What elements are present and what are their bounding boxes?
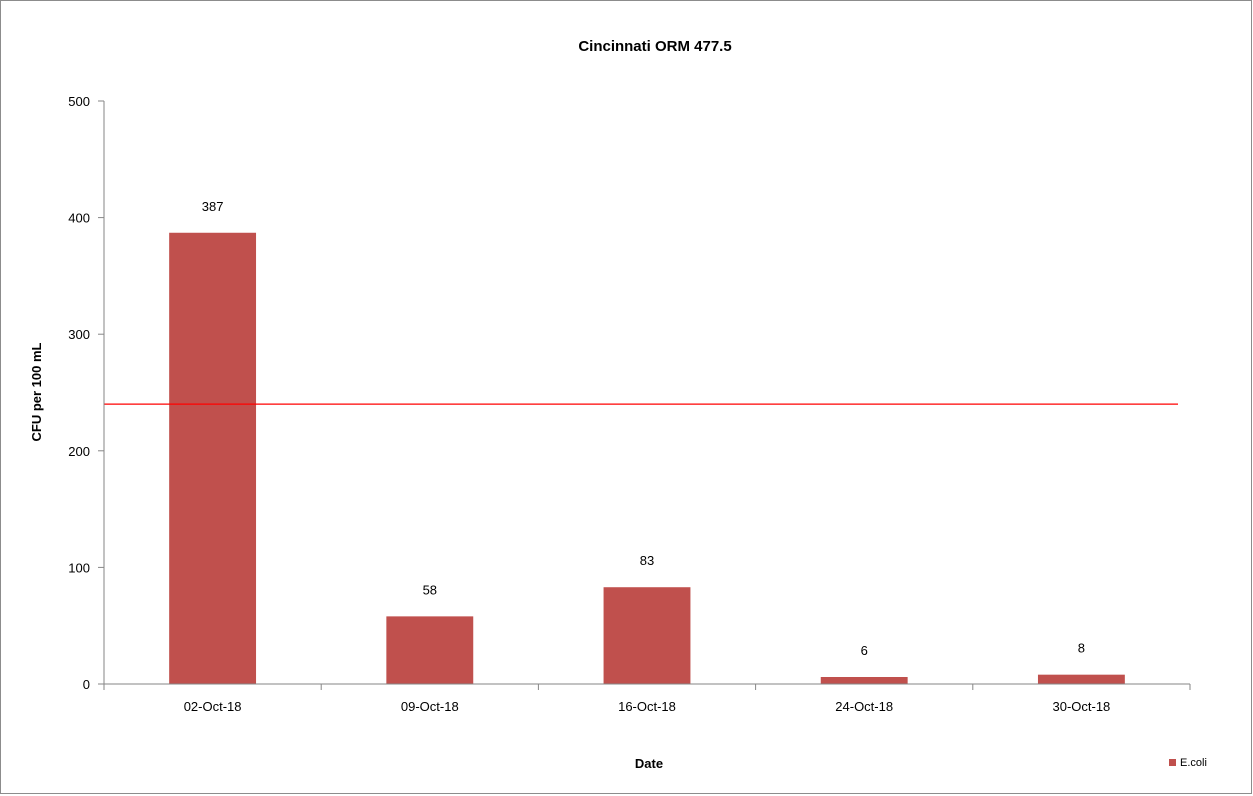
bar-02-Oct-18 [169, 232, 257, 684]
data-label-09-Oct-18: 58 [423, 582, 437, 597]
x-tick-label: 30-Oct-18 [1052, 699, 1110, 714]
legend-swatch-ecoli [1169, 759, 1176, 766]
x-tick-label: 02-Oct-18 [184, 699, 242, 714]
bar-30-Oct-18 [1037, 674, 1125, 684]
axes-layer: 0 100 200 300 400 500 02-Oct-18 09-Oct-18 16-Oct… [68, 94, 1191, 714]
y-tick-label: 400 [68, 211, 90, 226]
x-axis-title: Date [635, 756, 663, 771]
data-label-02-Oct-18: 387 [202, 199, 224, 214]
x-tick-label: 16-Oct-18 [618, 699, 676, 714]
y-axis-title: CFU per 100 mL [29, 342, 44, 441]
x-tick-label: 24-Oct-18 [835, 699, 893, 714]
y-tick-label: 100 [68, 560, 90, 575]
data-label-16-Oct-18: 83 [640, 553, 654, 568]
y-tick-label: 0 [83, 677, 90, 692]
data-label-24-Oct-18: 6 [861, 643, 868, 658]
y-tick-label: 200 [68, 444, 90, 459]
bar-09-Oct-18 [386, 616, 474, 684]
data-labels-layer: 387 58 83 6 8 [202, 199, 1085, 658]
bar-16-Oct-18 [603, 587, 691, 684]
legend-label-ecoli: E.coli [1180, 757, 1207, 769]
y-tick-label: 300 [68, 327, 90, 342]
y-tick-label: 500 [68, 94, 90, 109]
chart-title: Cincinnati ORM 477.5 [578, 38, 731, 55]
legend: E.coli [1169, 757, 1207, 769]
data-label-30-Oct-18: 8 [1078, 641, 1085, 656]
bar-24-Oct-18 [820, 677, 908, 684]
bars-layer [169, 232, 1125, 684]
x-tick-label: 09-Oct-18 [401, 699, 459, 714]
